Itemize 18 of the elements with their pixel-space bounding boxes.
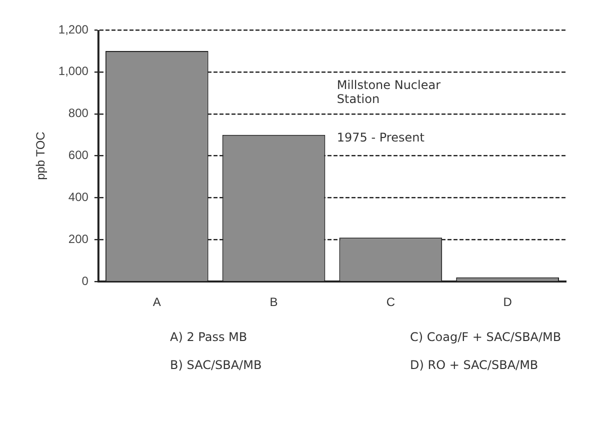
annotation: 1975 - Present bbox=[336, 130, 425, 144]
text: C) Coag/F + SAC/SBA/MB bbox=[410, 330, 562, 344]
text: D) RO + SAC/SBA/MB bbox=[410, 358, 540, 372]
x-tick-label: B bbox=[270, 295, 278, 310]
y-tick-label: 200 bbox=[68, 232, 89, 246]
x-tick-label: D bbox=[503, 295, 512, 310]
y-tick-label: 400 bbox=[68, 190, 89, 204]
text: B) SAC/SBA/MB bbox=[170, 358, 263, 372]
y-tick-label: 0 bbox=[82, 274, 89, 288]
y-tick-label: 800 bbox=[68, 106, 89, 120]
annotation: Millstone Nuclear Station bbox=[336, 78, 441, 106]
y-axis-title: ppb TOC bbox=[34, 131, 48, 180]
text: A) 2 Pass MB bbox=[170, 330, 248, 344]
y-tick-label: 1,200 bbox=[58, 22, 89, 36]
y-tick-label: 600 bbox=[68, 148, 89, 162]
x-tick-label: A bbox=[152, 295, 161, 310]
y-tick-label: 1,000 bbox=[58, 64, 89, 78]
x-tick-label: C bbox=[386, 295, 396, 310]
